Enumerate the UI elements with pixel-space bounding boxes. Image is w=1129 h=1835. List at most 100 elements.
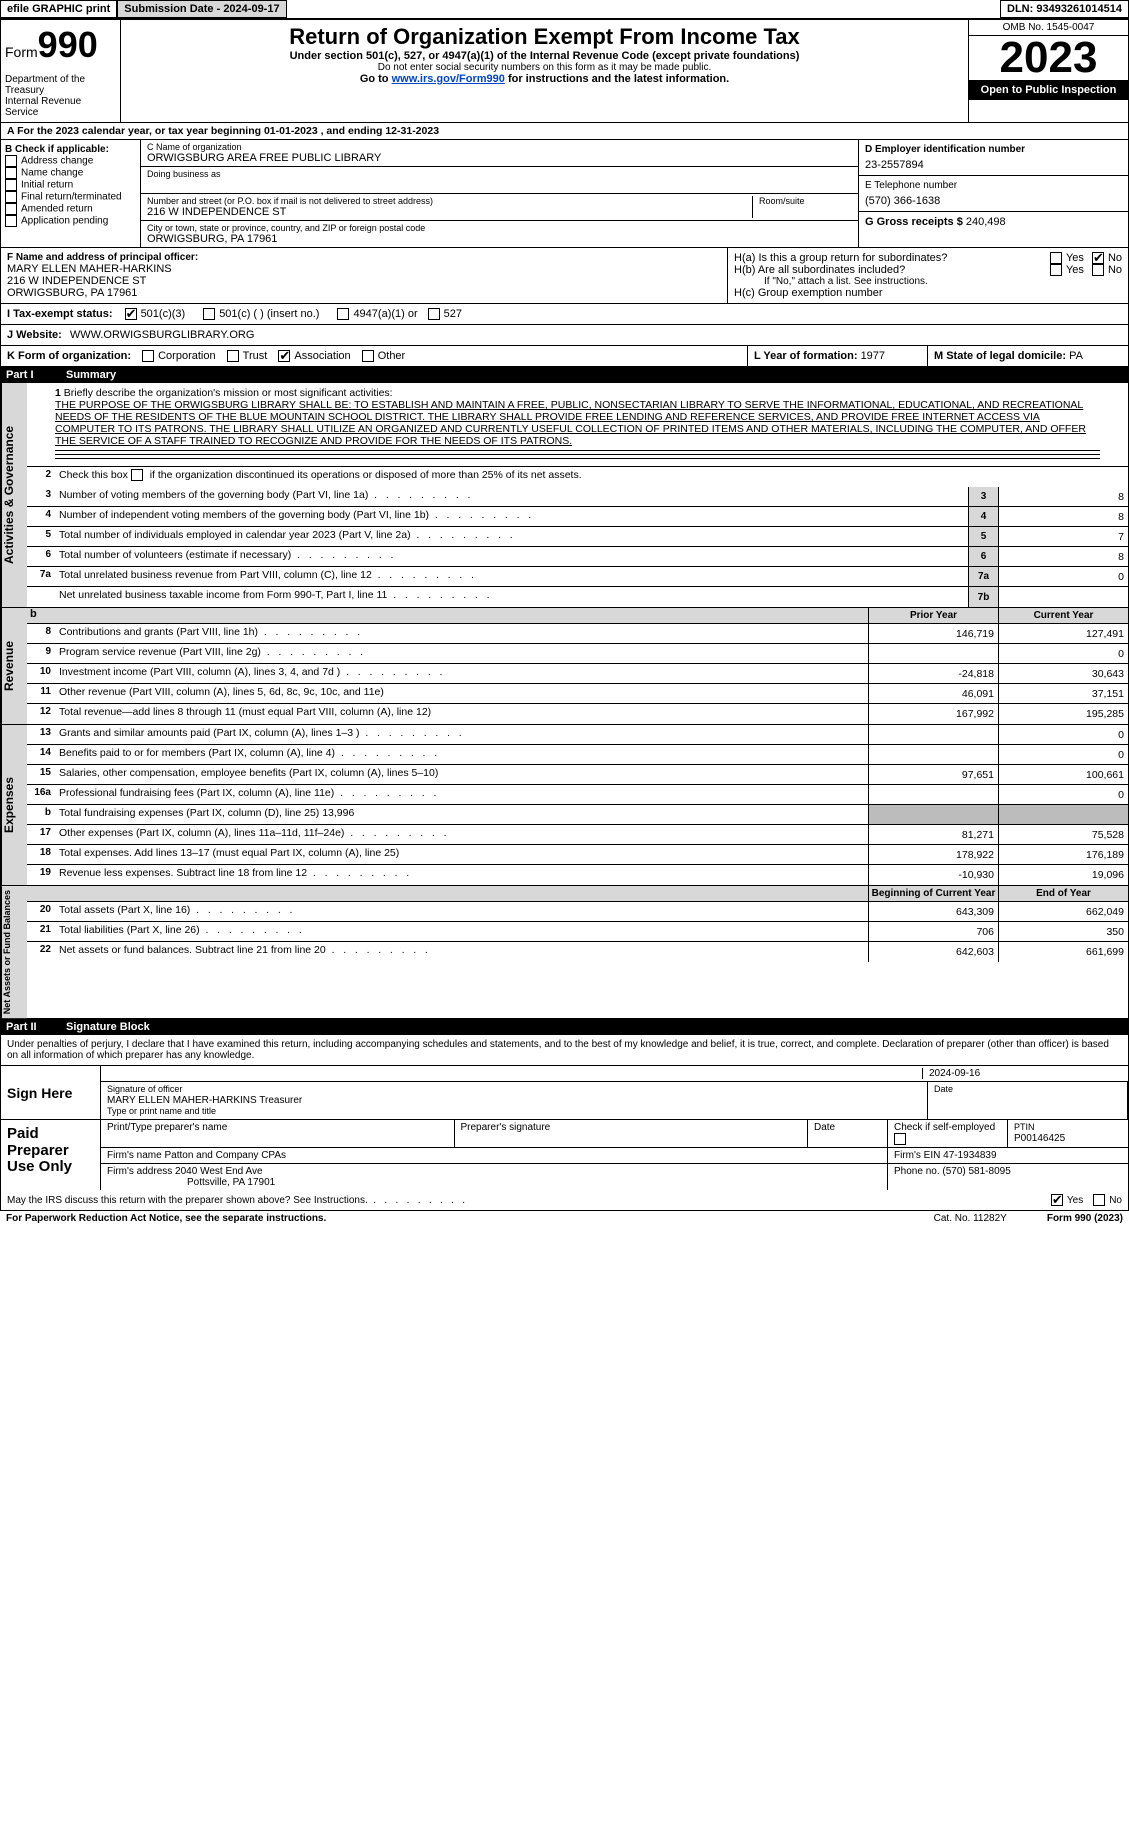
firm-phone-label: Phone no. [894,1166,942,1177]
phone-cell: E Telephone number (570) 366-1638 [859,176,1128,212]
line-4: 4Number of independent voting members of… [27,507,1128,527]
cb-initial-return[interactable]: Initial return [5,179,136,191]
m-state: M State of legal domicile: PA [928,346,1128,366]
officer-name: MARY ELLEN MAHER-HARKINS [7,263,721,275]
line-6: 6Total number of volunteers (estimate if… [27,547,1128,567]
cb-self-employed[interactable] [894,1133,906,1145]
irs-link[interactable]: www.irs.gov/Form990 [392,73,505,85]
street-address: 216 W INDEPENDENCE ST [147,206,752,218]
cb-ha-no[interactable] [1092,252,1104,264]
cb-may-irs-yes[interactable] [1051,1194,1063,1206]
print-name-label: Print/Type preparer's name [101,1120,455,1147]
prep-sig-label: Preparer's signature [455,1120,809,1147]
end-year-header: End of Year [998,886,1128,901]
netassets-header: Beginning of Current Year End of Year [27,886,1128,902]
line-14: 14Benefits paid to or for members (Part … [27,745,1128,765]
gross-value: 240,498 [966,216,1006,228]
col-deg: D Employer identification number 23-2557… [858,140,1128,247]
side-revenue: Revenue [1,608,27,724]
efile-label: efile GRAPHIC print [0,0,117,18]
header-mid: Return of Organization Exempt From Incom… [121,20,968,122]
form-id: Form 990 (2023) [1047,1213,1123,1224]
cb-hb-no[interactable] [1092,264,1104,276]
col-c: C Name of organization ORWIGSBURG AREA F… [141,140,858,247]
line-9: 9Program service revenue (Part VIII, lin… [27,644,1128,664]
cb-application-pending[interactable]: Application pending [5,215,136,227]
line-15: 15Salaries, other compensation, employee… [27,765,1128,785]
cb-discontinued[interactable] [131,469,143,481]
line-13: 13Grants and similar amounts paid (Part … [27,725,1128,745]
mission-section: 1 Briefly describe the organization's mi… [27,383,1128,467]
cb-final-return[interactable]: Final return/terminated [5,191,136,203]
line-16b: bTotal fundraising expenses (Part IX, co… [27,805,1128,825]
open-to-public: Open to Public Inspection [969,80,1128,100]
cb-4947a1[interactable] [337,308,349,320]
cb-may-irs-no[interactable] [1093,1194,1105,1206]
line-12: 12Total revenue—add lines 8 through 11 (… [27,704,1128,724]
current-year-header: Current Year [998,608,1128,623]
mission-text: THE PURPOSE OF THE ORWIGSBURG LIBRARY SH… [55,399,1086,447]
gross-receipts-cell: G Gross receipts $ 240,498 [859,212,1128,232]
header-right: OMB No. 1545-0047 2023 Open to Public In… [968,20,1128,122]
begin-year-header: Beginning of Current Year [868,886,998,901]
line-16a: 16aProfessional fundraising fees (Part I… [27,785,1128,805]
part2-header: Part II Signature Block [0,1019,1129,1035]
firm-ein: 47-1934839 [943,1150,996,1161]
cb-other[interactable] [362,350,374,362]
line-19: 19Revenue less expenses. Subtract line 1… [27,865,1128,885]
side-activities: Activities & Governance [1,383,27,607]
form-header: Form990 Department of the Treasury Inter… [0,20,1129,123]
cb-assoc[interactable] [278,350,290,362]
form-subtitle: Under section 501(c), 527, or 4947(a)(1)… [125,50,964,62]
cat-no: Cat. No. 11282Y [934,1213,1007,1224]
header-left: Form990 Department of the Treasury Inter… [1,20,121,122]
sig-officer-name: MARY ELLEN MAHER-HARKINS Treasurer [107,1095,302,1106]
line-7a: 7aTotal unrelated business revenue from … [27,567,1128,587]
firm-ein-label: Firm's EIN [894,1150,943,1161]
i-label: I Tax-exempt status: [7,308,113,320]
cb-corp[interactable] [142,350,154,362]
cb-address-change[interactable]: Address change [5,155,136,167]
phone-value: (570) 366-1638 [865,195,1122,207]
cb-trust[interactable] [227,350,239,362]
netassets-block: Net Assets or Fund Balances Beginning of… [0,886,1129,1019]
revenue-block: Revenue b Prior Year Current Year 8Contr… [0,608,1129,725]
prep-date-label: Date [808,1120,888,1147]
cb-name-change[interactable]: Name change [5,167,136,179]
cb-ha-yes[interactable] [1050,252,1062,264]
cb-527[interactable] [428,308,440,320]
line-21: 21Total liabilities (Part X, line 26)706… [27,922,1128,942]
cb-hb-yes[interactable] [1050,264,1062,276]
part2-label: Part II [6,1021,66,1033]
row-fh: F Name and address of principal officer:… [0,248,1129,304]
prior-year-header: Prior Year [868,608,998,623]
signature-block: Under penalties of perjury, I declare th… [0,1035,1129,1211]
submission-date-button[interactable]: Submission Date - 2024-09-17 [117,0,286,18]
line-3: 3Number of voting members of the governi… [27,487,1128,507]
row-j-website: J Website: WWW.ORWIGSBURGLIBRARY.ORG [0,325,1129,346]
line-8: 8Contributions and grants (Part VIII, li… [27,624,1128,644]
tax-year: 2023 [969,36,1128,80]
b-label: B Check if applicable: [5,144,136,155]
org-name: ORWIGSBURG AREA FREE PUBLIC LIBRARY [147,152,852,164]
firm-addr2: Pottsville, PA 17901 [187,1177,275,1188]
line-11: 11Other revenue (Part VIII, column (A), … [27,684,1128,704]
paperwork-notice: For Paperwork Reduction Act Notice, see … [6,1213,326,1224]
part1-label: Part I [6,369,66,381]
hc-label: H(c) Group exemption number [734,287,1122,299]
cb-501c[interactable] [203,308,215,320]
city-label: City or town, state or province, country… [147,223,852,233]
top-bar: efile GRAPHIC print Submission Date - 20… [0,0,1129,20]
line-20: 20Total assets (Part X, line 16)643,3096… [27,902,1128,922]
dept-label: Department of the Treasury Internal Reve… [5,74,116,118]
declaration-text: Under penalties of perjury, I declare th… [1,1035,1128,1066]
line-17: 17Other expenses (Part IX, column (A), l… [27,825,1128,845]
l-year: L Year of formation: 1977 [748,346,928,366]
sign-here-label: Sign Here [1,1066,101,1119]
cb-amended-return[interactable]: Amended return [5,203,136,215]
hb-note: If "No," attach a list. See instructions… [734,276,1122,287]
addr-row: Number and street (or P.O. box if mail i… [141,194,858,221]
cb-501c3[interactable] [125,308,137,320]
ptin-value: P00146425 [1014,1133,1065,1144]
paid-preparer-label: Paid Preparer Use Only [1,1120,101,1190]
